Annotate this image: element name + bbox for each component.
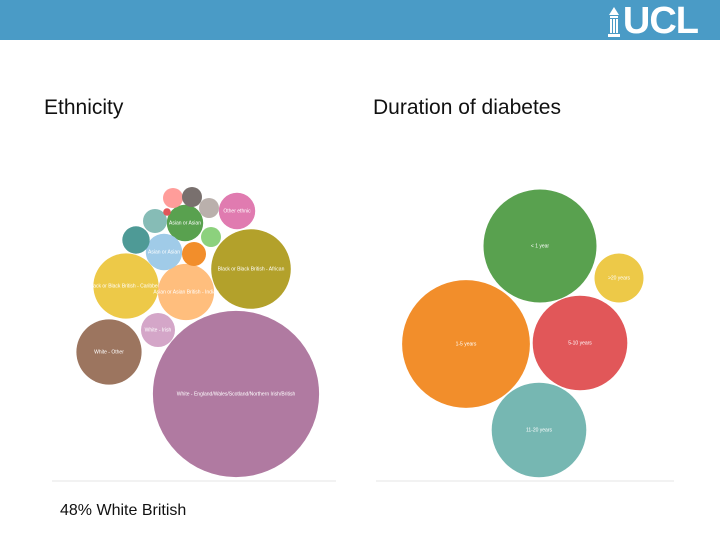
ethnicity-bubble-10 <box>182 242 206 266</box>
ethnicity-bubble-label-3: White - Other <box>94 349 124 355</box>
duration-bubble-label-2: 5-10 years <box>568 340 592 346</box>
duration-bubble-4 <box>594 253 644 303</box>
duration-bubble-chart: < 1 year 1-5 years 5-10 years 11-20 years >2… <box>402 189 644 478</box>
ethnicity-bubble-3 <box>76 319 142 385</box>
ethnicity-bubble-4 <box>157 263 215 321</box>
ethnicity-bubble-label-7: Asian or Asian <box>148 249 180 255</box>
ethnicity-bubble-16 <box>163 208 171 216</box>
ethnicity-bubble-1 <box>211 229 291 309</box>
ethnicity-bubble-label-0: White - England/Wales/Scotland/Northern … <box>177 391 296 397</box>
ethnicity-bubble-label-8: Other ethnic <box>223 208 251 214</box>
ethnicity-bubble-0 <box>152 310 320 478</box>
duration-chart-title: Duration of diabetes <box>373 96 561 119</box>
ethnicity-bubble-chart: White - England/Wales/Scotland/Northern … <box>76 187 320 478</box>
duration-bubble-2 <box>532 295 628 391</box>
duration-bubble-label-3: 11-20 years <box>526 427 553 433</box>
ethnicity-bubble-label-2: Black or Black British - Caribbean <box>89 283 164 289</box>
ethnicity-bubble-9 <box>122 226 150 254</box>
ethnicity-bubble-14 <box>163 188 183 208</box>
duration-bubble-label-0: < 1 year <box>531 243 550 249</box>
ethnicity-bubble-label-4: Asian or Asian British - Indian <box>153 289 219 295</box>
logo-text: UCL <box>622 0 699 42</box>
caption: 48% White British <box>60 502 187 519</box>
ethnicity-bubble-6 <box>166 204 204 242</box>
ethnicity-bubble-13 <box>199 198 219 218</box>
ethnicity-bubble-15 <box>182 187 202 207</box>
ethnicity-chart-title: Ethnicity <box>44 96 124 119</box>
duration-bubble-3 <box>491 382 587 478</box>
ethnicity-bubble-label-1: Black or Black British - African <box>218 266 285 272</box>
ethnicity-bubble-7 <box>145 233 183 271</box>
portico-icon <box>607 7 620 37</box>
ethnicity-bubble-5 <box>141 313 175 347</box>
ethnicity-bubble-label-6: Asian or Asian <box>169 220 201 226</box>
ucl-logo: UCL <box>607 0 699 42</box>
ethnicity-bubble-11 <box>143 209 167 233</box>
duration-bubble-label-4: >20 years <box>608 275 631 281</box>
duration-bubble-1 <box>402 280 530 408</box>
ethnicity-bubble-8 <box>218 192 256 230</box>
ethnicity-bubble-2 <box>93 253 159 319</box>
ethnicity-bubble-12 <box>201 227 221 247</box>
header-bar: UCL <box>0 0 720 40</box>
duration-bubble-0 <box>483 189 597 303</box>
ethnicity-bubble-label-5: White - Irish <box>145 327 172 333</box>
duration-bubble-label-1: 1-5 years <box>456 341 477 347</box>
